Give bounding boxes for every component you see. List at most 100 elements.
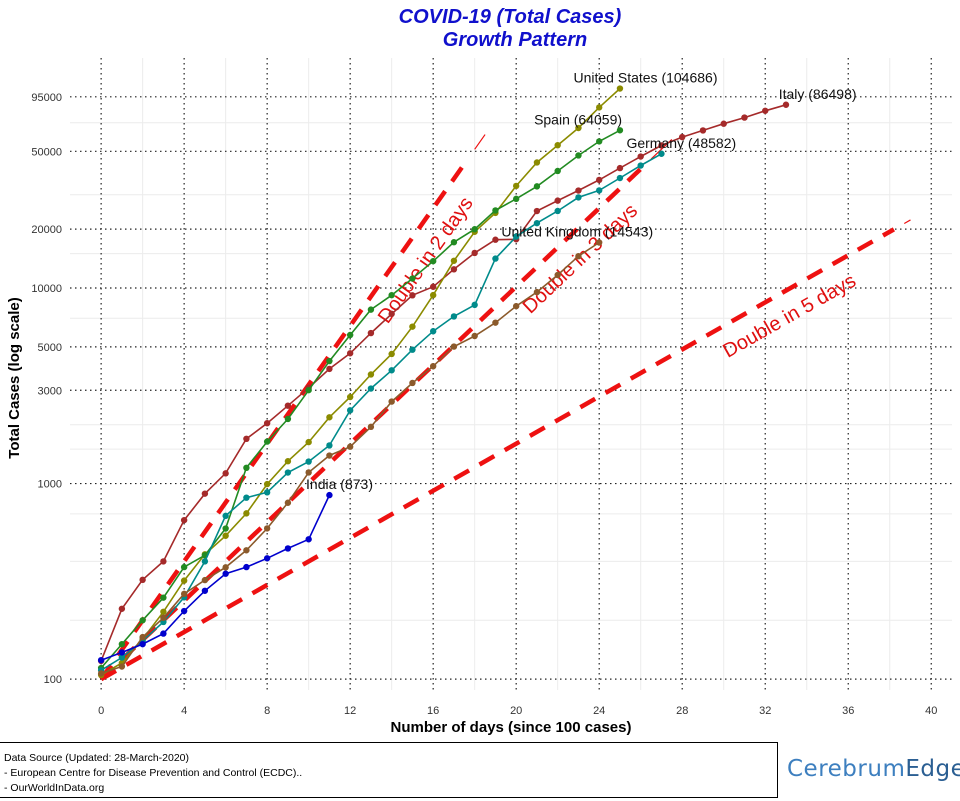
data-point xyxy=(222,533,228,539)
x-tick-label: 24 xyxy=(593,705,605,717)
data-point xyxy=(243,494,249,500)
data-point xyxy=(492,319,498,325)
source-line: - OurWorldInData.org xyxy=(4,781,773,796)
data-point xyxy=(326,414,332,420)
data-point xyxy=(264,489,270,495)
data-point xyxy=(430,292,436,298)
data-point xyxy=(721,121,727,127)
chart-title-line2: Growth Pattern xyxy=(443,29,587,51)
x-tick-label: 32 xyxy=(759,705,771,717)
data-point xyxy=(243,547,249,553)
data-point xyxy=(388,351,394,357)
data-point xyxy=(222,525,228,531)
data-point xyxy=(202,558,208,564)
data-point xyxy=(368,306,374,312)
data-point xyxy=(160,615,166,621)
data-point xyxy=(430,328,436,334)
data-point xyxy=(513,303,519,309)
data-point xyxy=(575,253,581,259)
data-point xyxy=(596,138,602,144)
data-point xyxy=(388,292,394,298)
data-point xyxy=(451,266,457,272)
data-point xyxy=(243,436,249,442)
x-axis-label: Number of days (since 100 cases) xyxy=(391,719,632,736)
data-point xyxy=(98,670,104,676)
data-point xyxy=(658,151,664,157)
data-point xyxy=(575,187,581,193)
data-point xyxy=(388,367,394,373)
brand-part2: Edge xyxy=(905,756,960,782)
data-point xyxy=(139,617,145,623)
data-point xyxy=(202,588,208,594)
data-point xyxy=(492,207,498,213)
data-point xyxy=(409,380,415,386)
data-point xyxy=(305,439,311,445)
y-tick-label: 100 xyxy=(44,674,62,686)
data-point xyxy=(534,159,540,165)
y-tick-label: 3000 xyxy=(38,385,62,397)
data-point xyxy=(596,187,602,193)
data-point xyxy=(139,634,145,640)
data-point xyxy=(388,398,394,404)
data-point xyxy=(264,438,270,444)
data-point xyxy=(326,442,332,448)
data-point xyxy=(285,545,291,551)
data-point xyxy=(492,255,498,261)
covid-growth-chart: COVID-19 (Total Cases) Growth Pattern Do… xyxy=(0,0,960,740)
data-point xyxy=(617,175,623,181)
y-tick-label: 20000 xyxy=(31,224,62,236)
data-point xyxy=(554,142,560,148)
data-point xyxy=(326,366,332,372)
x-tick-label: 12 xyxy=(344,705,356,717)
data-point xyxy=(222,571,228,577)
chart-title-line1: COVID-19 (Total Cases) xyxy=(399,6,622,28)
series-label: United Kingdom (14543) xyxy=(501,223,653,239)
x-tick-label: 20 xyxy=(510,705,522,717)
data-point xyxy=(98,657,104,663)
data-point xyxy=(181,517,187,523)
data-point xyxy=(285,500,291,506)
data-point xyxy=(451,313,457,319)
data-point xyxy=(617,127,623,133)
data-point xyxy=(222,564,228,570)
x-tick-label: 16 xyxy=(427,705,439,717)
x-tick-label: 4 xyxy=(181,705,187,717)
data-point xyxy=(638,153,644,159)
y-tick-label: 10000 xyxy=(31,283,62,295)
data-point xyxy=(264,555,270,561)
data-point xyxy=(534,289,540,295)
data-point xyxy=(181,608,187,614)
data-point xyxy=(305,536,311,542)
data-point xyxy=(430,258,436,264)
source-line: Data Source (Updated: 28-March-2020) xyxy=(4,751,773,766)
data-point xyxy=(119,663,125,669)
data-point xyxy=(368,424,374,430)
data-point xyxy=(160,594,166,600)
data-point xyxy=(596,177,602,183)
data-point xyxy=(181,591,187,597)
data-point xyxy=(617,85,623,91)
source-line: - European Centre for Disease Prevention… xyxy=(4,766,773,781)
data-point xyxy=(368,385,374,391)
data-point xyxy=(534,208,540,214)
data-point xyxy=(285,458,291,464)
data-point xyxy=(554,208,560,214)
data-point xyxy=(139,641,145,647)
data-point xyxy=(326,452,332,458)
data-point xyxy=(305,458,311,464)
data-point xyxy=(347,332,353,338)
data-point xyxy=(285,416,291,422)
data-point xyxy=(243,564,249,570)
data-point xyxy=(139,577,145,583)
data-point xyxy=(347,444,353,450)
data-point xyxy=(368,330,374,336)
data-point xyxy=(492,237,498,243)
data-point xyxy=(554,272,560,278)
data-point xyxy=(700,127,706,133)
data-point xyxy=(181,564,187,570)
y-tick-label: 50000 xyxy=(31,146,62,158)
data-point xyxy=(222,513,228,519)
data-point xyxy=(471,333,477,339)
data-point xyxy=(202,577,208,583)
data-point xyxy=(119,641,125,647)
